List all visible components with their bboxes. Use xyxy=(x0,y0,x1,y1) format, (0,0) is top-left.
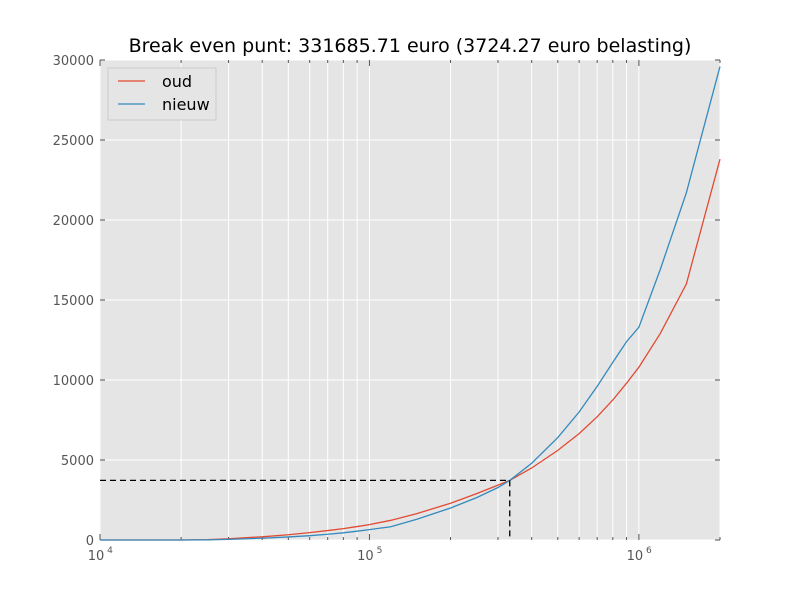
x-tick-label-exponent: 5 xyxy=(377,546,383,556)
x-tick-label-exponent: 4 xyxy=(107,546,113,556)
chart-title: Break even punt: 331685.71 euro (3724.27… xyxy=(129,35,692,57)
y-tick-label: 0 xyxy=(86,534,94,549)
series-lines xyxy=(100,66,721,541)
y-tick-label: 5000 xyxy=(61,454,94,469)
break-even-marker xyxy=(100,479,511,540)
x-tick-label-exponent: 6 xyxy=(646,546,652,556)
y-tick-label: 20000 xyxy=(53,214,94,229)
x-tick-labels: 10 4 10 5 10 6 xyxy=(88,546,652,564)
y-tick-label: 30000 xyxy=(53,54,94,69)
series-line-nieuw xyxy=(100,66,721,541)
y-tick-labels: 0 5000 10000 15000 20000 25000 30000 xyxy=(53,54,94,549)
x-tick-label: 10 xyxy=(627,549,644,564)
legend-box xyxy=(107,67,217,121)
y-tick-label: 25000 xyxy=(53,134,94,149)
y-tick-label: 10000 xyxy=(53,374,94,389)
y-tick-label: 15000 xyxy=(53,294,94,309)
x-tick-label: 10 xyxy=(357,549,374,564)
legend-label-nieuw: nieuw xyxy=(162,95,210,114)
series-line-oud xyxy=(100,159,721,541)
x-tick-label: 10 xyxy=(88,549,105,564)
legend: oud nieuw xyxy=(107,67,217,121)
legend-label-oud: oud xyxy=(162,72,192,91)
